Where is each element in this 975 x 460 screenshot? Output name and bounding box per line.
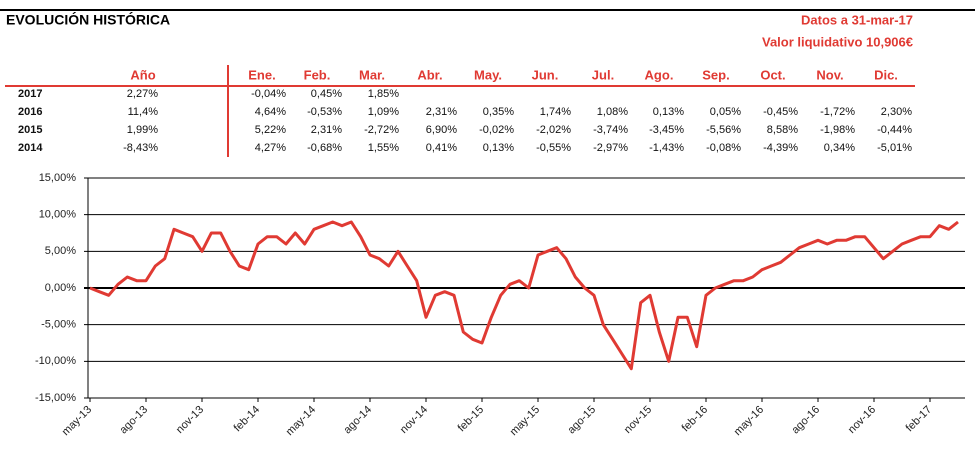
month-return: -0,68%	[307, 142, 342, 154]
y-tick-label: 5,00%	[45, 245, 76, 257]
series-line	[89, 220, 959, 371]
month-return: -5,56%	[706, 124, 741, 136]
month-return: -2,02%	[536, 124, 571, 136]
x-tick-label: ago-15	[565, 404, 598, 437]
column-header: Año	[130, 67, 155, 82]
month-return: -0,45%	[763, 106, 798, 118]
month-return: -0,44%	[877, 124, 912, 136]
month-return: 0,13%	[483, 142, 514, 154]
x-tick-label: may-16	[732, 404, 766, 438]
month-return: -0,55%	[536, 142, 571, 154]
month-return: 4,64%	[255, 106, 286, 118]
row-total: -8,43%	[123, 142, 158, 154]
x-tick-label: may-14	[284, 404, 318, 438]
month-return: -3,74%	[593, 124, 628, 136]
column-header: Oct.	[760, 67, 785, 82]
y-tick-label: 0,00%	[45, 282, 76, 294]
month-return: 0,13%	[653, 106, 684, 118]
month-return: -0,02%	[479, 124, 514, 136]
column-header: May.	[474, 67, 502, 82]
month-return: -1,43%	[649, 142, 684, 154]
nav: Valor liquidativo 10,906€	[762, 34, 913, 49]
month-return: 5,22%	[255, 124, 286, 136]
column-header: Feb.	[304, 67, 331, 82]
month-return: 6,90%	[426, 124, 457, 136]
y-tick-label: 10,00%	[39, 209, 77, 221]
month-return: 2,31%	[311, 124, 342, 136]
x-tick-label: nov-13	[174, 404, 206, 436]
month-return: -3,45%	[649, 124, 684, 136]
month-return: 1,09%	[368, 106, 399, 118]
month-return: 1,08%	[597, 106, 628, 118]
row-total: 1,99%	[127, 124, 158, 136]
x-tick-label: feb-17	[904, 404, 935, 435]
month-return: 1,55%	[368, 142, 399, 154]
month-return: -4,39%	[763, 142, 798, 154]
month-return: 0,35%	[483, 106, 514, 118]
month-return: -0,04%	[251, 88, 286, 100]
month-return: -2,72%	[364, 124, 399, 136]
month-return: -5,01%	[877, 142, 912, 154]
month-return: -1,98%	[820, 124, 855, 136]
month-return: 0,41%	[426, 142, 457, 154]
month-return: 2,30%	[881, 106, 912, 118]
row-year: 2016	[18, 106, 42, 118]
x-tick-label: ago-14	[341, 404, 374, 437]
y-tick-label: -15,00%	[35, 392, 76, 404]
month-return: 0,34%	[824, 142, 855, 154]
x-tick-label: nov-14	[398, 404, 430, 436]
month-return: 4,27%	[255, 142, 286, 154]
y-tick-label: 15,00%	[39, 172, 77, 184]
column-header: Jul.	[592, 67, 614, 82]
column-header: Nov.	[816, 67, 843, 82]
row-year: 2015	[18, 124, 42, 136]
month-return: -1,72%	[820, 106, 855, 118]
month-return: -0,53%	[307, 106, 342, 118]
x-tick-label: feb-14	[232, 404, 263, 435]
x-tick-label: may-13	[60, 404, 94, 438]
column-header: Ene.	[248, 67, 275, 82]
column-header: Mar.	[359, 67, 385, 82]
month-return: 0,45%	[311, 88, 342, 100]
column-header: Ago.	[645, 67, 674, 82]
row-year: 2014	[18, 142, 43, 154]
month-return: -0,08%	[706, 142, 741, 154]
month-return: -2,97%	[593, 142, 628, 154]
x-tick-label: ago-13	[117, 404, 150, 437]
x-tick-label: nov-16	[846, 404, 878, 436]
title: EVOLUCIÓN HISTÓRICA	[6, 11, 170, 28]
y-tick-label: -5,00%	[41, 319, 76, 331]
row-year: 2017	[18, 88, 42, 100]
column-header: Sep.	[702, 67, 729, 82]
month-return: 1,74%	[540, 106, 571, 118]
column-header: Abr.	[417, 67, 442, 82]
x-tick-label: feb-16	[680, 404, 711, 435]
x-tick-label: feb-15	[456, 404, 487, 435]
x-tick-label: may-15	[508, 404, 542, 438]
column-header: Jun.	[532, 67, 559, 82]
month-return: 8,58%	[767, 124, 798, 136]
row-total: 2,27%	[127, 88, 158, 100]
month-return: 2,31%	[426, 106, 457, 118]
y-tick-label: -10,00%	[35, 355, 76, 367]
month-return: 0,05%	[710, 106, 741, 118]
month-return: 1,85%	[368, 88, 399, 100]
x-tick-label: nov-15	[622, 404, 654, 436]
column-header: Dic.	[874, 67, 898, 82]
x-tick-label: ago-16	[789, 404, 822, 437]
row-total: 11,4%	[128, 106, 159, 118]
date: Datos a 31-mar-17	[801, 12, 913, 27]
